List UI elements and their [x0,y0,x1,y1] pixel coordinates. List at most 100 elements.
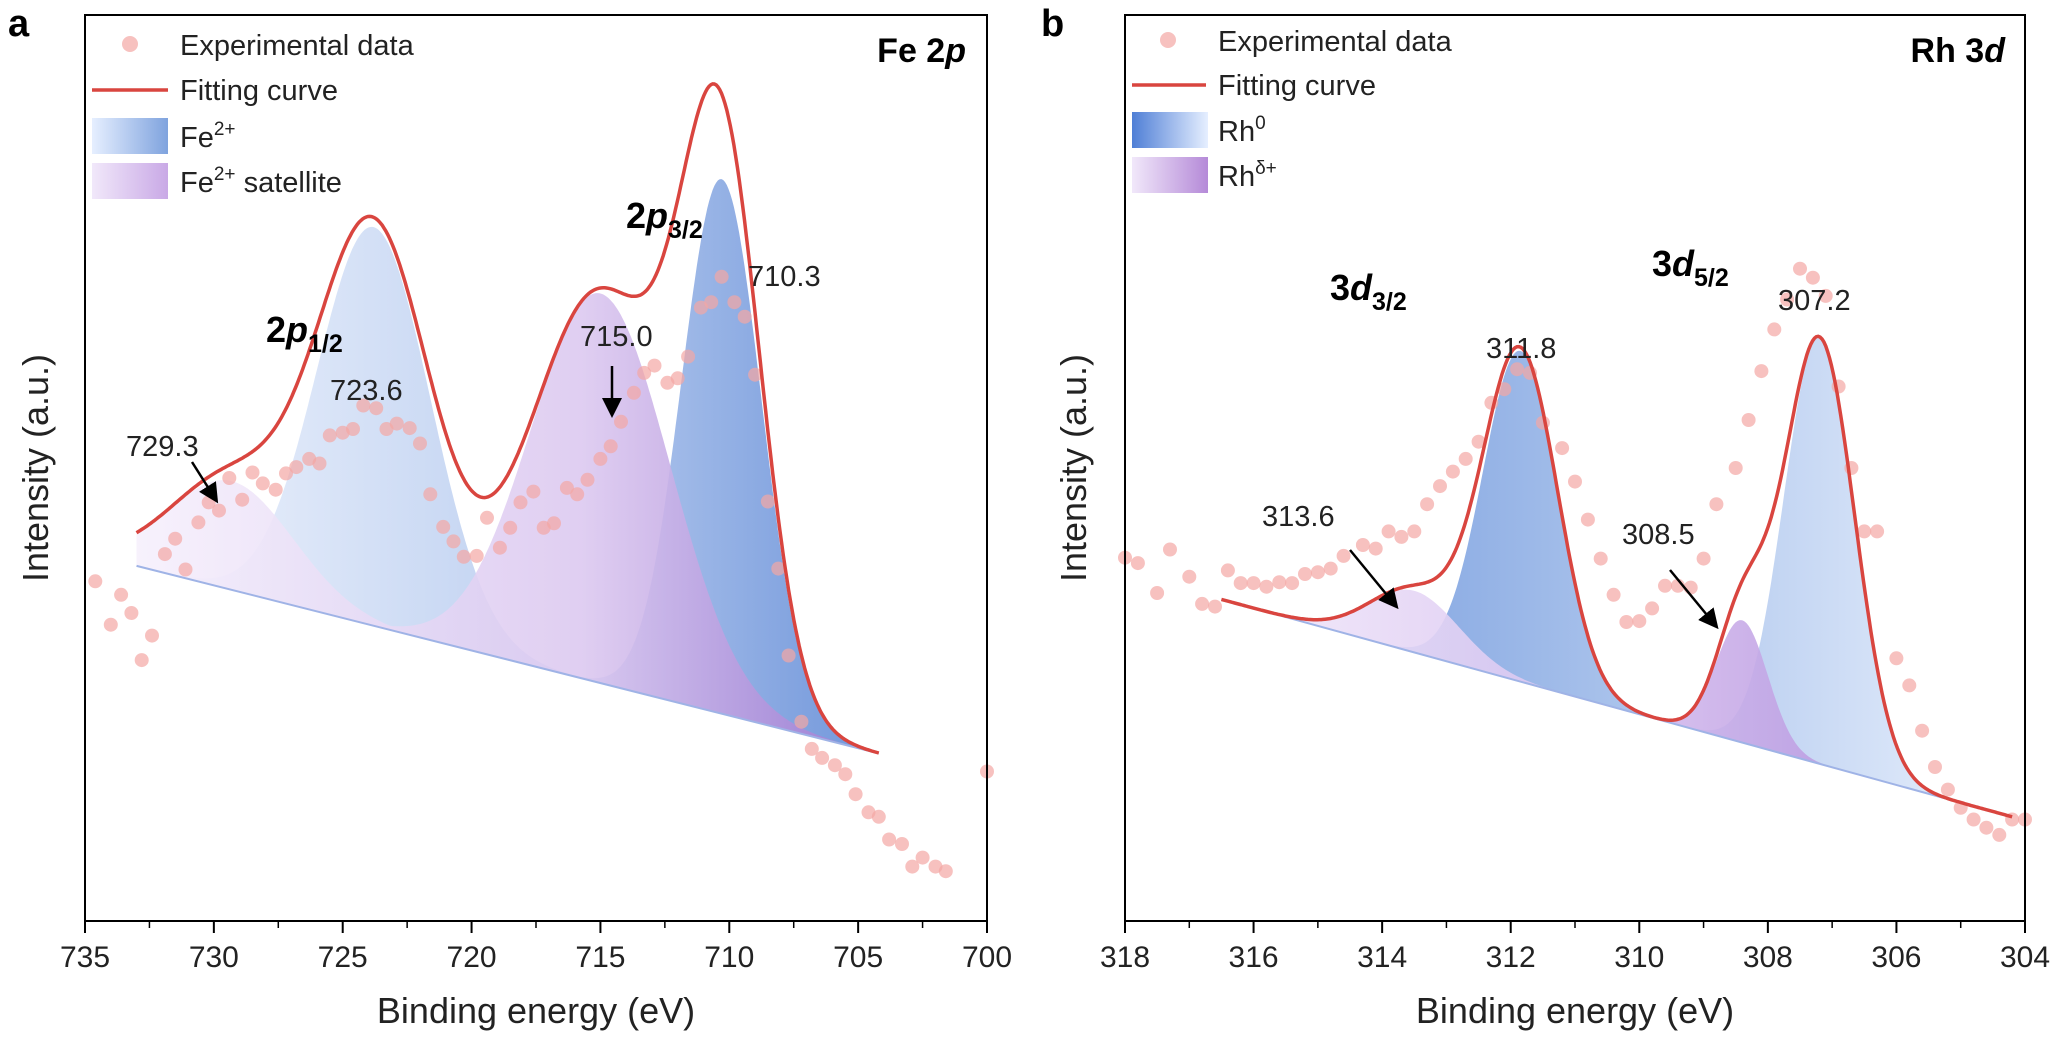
component-fill-b-3 [1221,589,2013,817]
data-point [1323,561,1338,576]
data-point [1645,601,1660,616]
data-point [1580,512,1595,527]
data-point [1368,541,1383,556]
data-point [1272,575,1287,590]
background-line-b [1221,598,2013,818]
data-point [915,850,930,865]
data-point [1259,579,1274,594]
data-point [1818,288,1833,303]
data-point [103,617,118,632]
data-point [1471,434,1486,449]
data-point [1780,292,1795,307]
legend-b: Experimental data Fitting curve Rh0 Rhδ+ [1132,26,1453,193]
peak-label-307-2: 307.2 [1778,285,1851,317]
data-point [1915,723,1930,738]
data-point [124,606,139,620]
legend-label-fitting-b: Fitting curve [1218,70,1376,102]
data-point [346,422,360,436]
data-point [1889,651,1904,666]
data-point [513,495,528,510]
data-point [1793,261,1807,276]
experimental-data-b [1118,261,2032,842]
data-point [88,574,103,589]
panel-b: b 318 316 314 312 310 308 306 304 Binding energ… [1041,3,2050,1031]
data-point [1728,461,1743,475]
data-point [827,758,842,773]
data-point [157,547,172,562]
legend-label-experimental: Experimental data [180,30,415,62]
data-point [1163,542,1177,557]
data-point [760,494,775,509]
component-fill-b-0 [1221,337,2013,817]
data-point [1555,441,1570,456]
orbital-label-2p12: 2p1/2 [266,309,343,358]
data-point [1208,599,1222,614]
data-point [681,349,696,364]
data-point [871,809,886,824]
data-point [1741,413,1756,427]
element-label-a: Fe 2p [877,32,966,70]
legend-label-rh0: Rh0 [1218,113,1266,148]
data-point [1979,820,1994,835]
data-point [1510,362,1525,377]
data-point [559,480,574,495]
x-tick-label: 306 [1871,941,1921,974]
legend-label-fe2: Fe2+ [180,119,236,154]
data-point [1233,576,1248,591]
data-point [570,487,585,502]
data-point [1606,587,1621,602]
data-point [1420,497,1435,512]
data-point [114,587,129,602]
data-point [670,371,685,386]
x-tick-label: 310 [1614,941,1664,974]
legend-marker-experimental [122,36,138,52]
data-point [245,465,260,480]
data-point [895,837,909,851]
y-axis-title-b: Intensity (a.u.) [1053,354,1094,582]
data-point [938,864,953,879]
orbital-label-3d52: 3d5/2 [1652,243,1729,292]
x-tick-label: 318 [1100,941,1150,974]
data-point [212,503,226,518]
data-point [312,456,327,471]
legend-a: Experimental data Fitting curve Fe2+ Fe2… [92,30,415,199]
legend-label-rh-delta: Rhδ+ [1218,158,1277,193]
data-point [727,295,742,310]
data-point [704,295,719,310]
x-tick-label: 316 [1229,941,1279,974]
x-tick-label: 314 [1357,941,1407,974]
data-point [1298,567,1312,581]
data-point [1619,615,1634,629]
data-point [456,549,471,564]
peak-label-313-6: 313.6 [1262,501,1335,533]
data-point [191,515,206,530]
data-point [905,859,920,874]
y-axis-title-a: Intensity (a.u.) [15,354,56,582]
data-point [580,472,595,487]
x-tick-label: 308 [1743,941,1793,974]
data-point [1870,524,1885,539]
data-point [815,750,830,765]
peak-label-715-0: 715.0 [580,321,653,353]
data-point [593,451,608,466]
data-point [134,653,149,668]
data-point [1150,586,1165,600]
data-point [145,628,159,643]
data-point [436,519,451,534]
data-point [492,540,507,555]
data-point [794,714,809,729]
data-point [526,484,541,499]
data-point [714,269,729,284]
data-point [1182,569,1197,584]
panel-letter-b: b [1041,3,1064,45]
data-point [1433,479,1447,494]
data-point [804,741,819,756]
peak-label-729-3: 729.3 [126,431,199,463]
data-point [222,471,237,485]
data-point [503,520,518,535]
data-point [1195,596,1210,611]
data-point [389,416,404,431]
data-point [1407,524,1422,539]
x-tick-label: 730 [189,941,239,974]
